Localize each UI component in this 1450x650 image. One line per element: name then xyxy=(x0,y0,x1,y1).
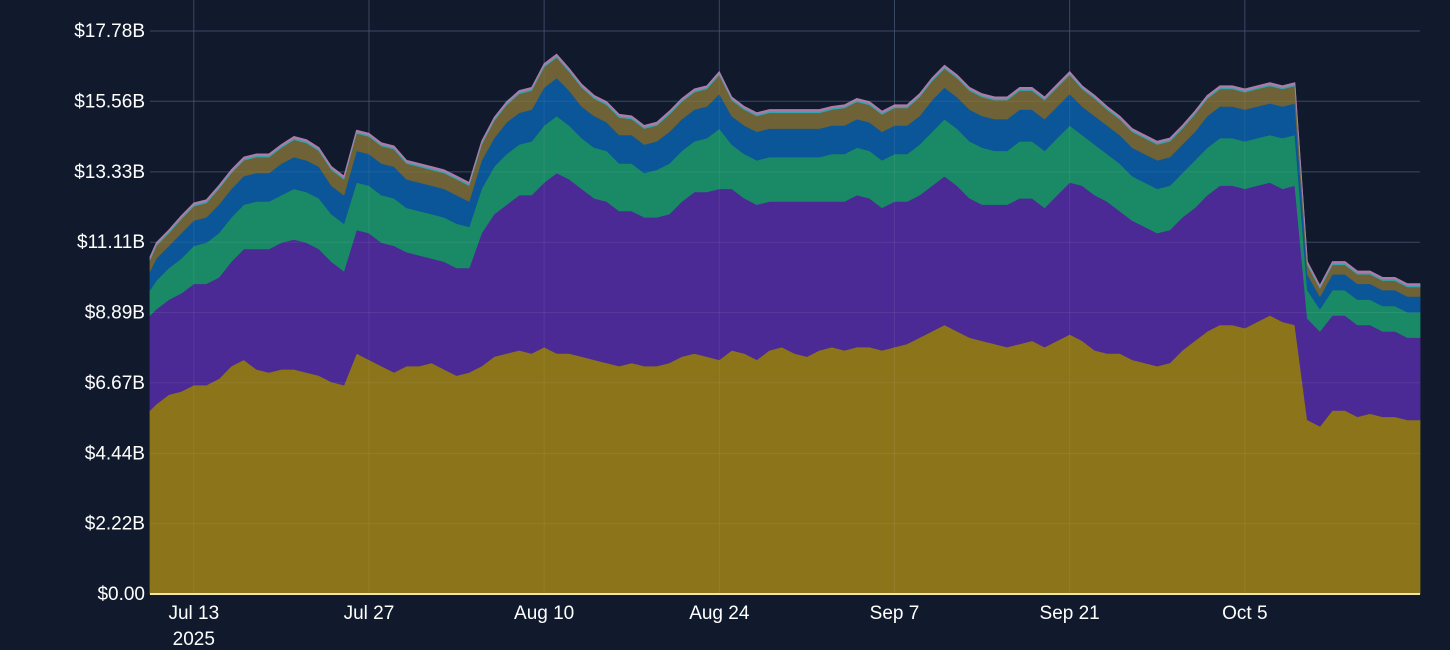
y-tick-label: $15.56B xyxy=(74,91,145,112)
y-axis: $0.00 $2.22B $4.44B $6.67B $8.89B $11.11B $13.… xyxy=(74,21,145,605)
y-tick-label: $2.22B xyxy=(85,514,145,535)
x-tick-label: Aug 24 xyxy=(689,603,750,624)
y-tick-label: $6.67B xyxy=(85,373,145,394)
x-tick-label: Jul 27 xyxy=(344,603,395,624)
series-areas xyxy=(149,53,1421,595)
x-axis: Jul 13 2025 Jul 27 Aug 10 Aug 24 Sep 7 Sep 21 O… xyxy=(168,603,1267,650)
x-tick-sublabel: 2025 xyxy=(173,629,215,650)
x-tick-label: Sep 21 xyxy=(1040,603,1100,624)
series-area-7 xyxy=(149,53,1421,288)
x-tick-label: Aug 10 xyxy=(514,603,574,624)
y-tick-label: $4.44B xyxy=(85,443,145,464)
x-tick-label: Sep 7 xyxy=(870,603,920,624)
y-tick-label: $0.00 xyxy=(97,584,145,605)
y-tick-label: $13.33B xyxy=(74,162,145,183)
x-tick-label: Oct 5 xyxy=(1222,603,1267,624)
grid-overlay xyxy=(150,0,1420,594)
y-tick-label: $17.78B xyxy=(74,21,145,42)
y-tick-label: $8.89B xyxy=(85,303,145,324)
x-tick-label: Jul 13 xyxy=(168,603,219,624)
y-tick-label: $11.11B xyxy=(77,232,145,253)
